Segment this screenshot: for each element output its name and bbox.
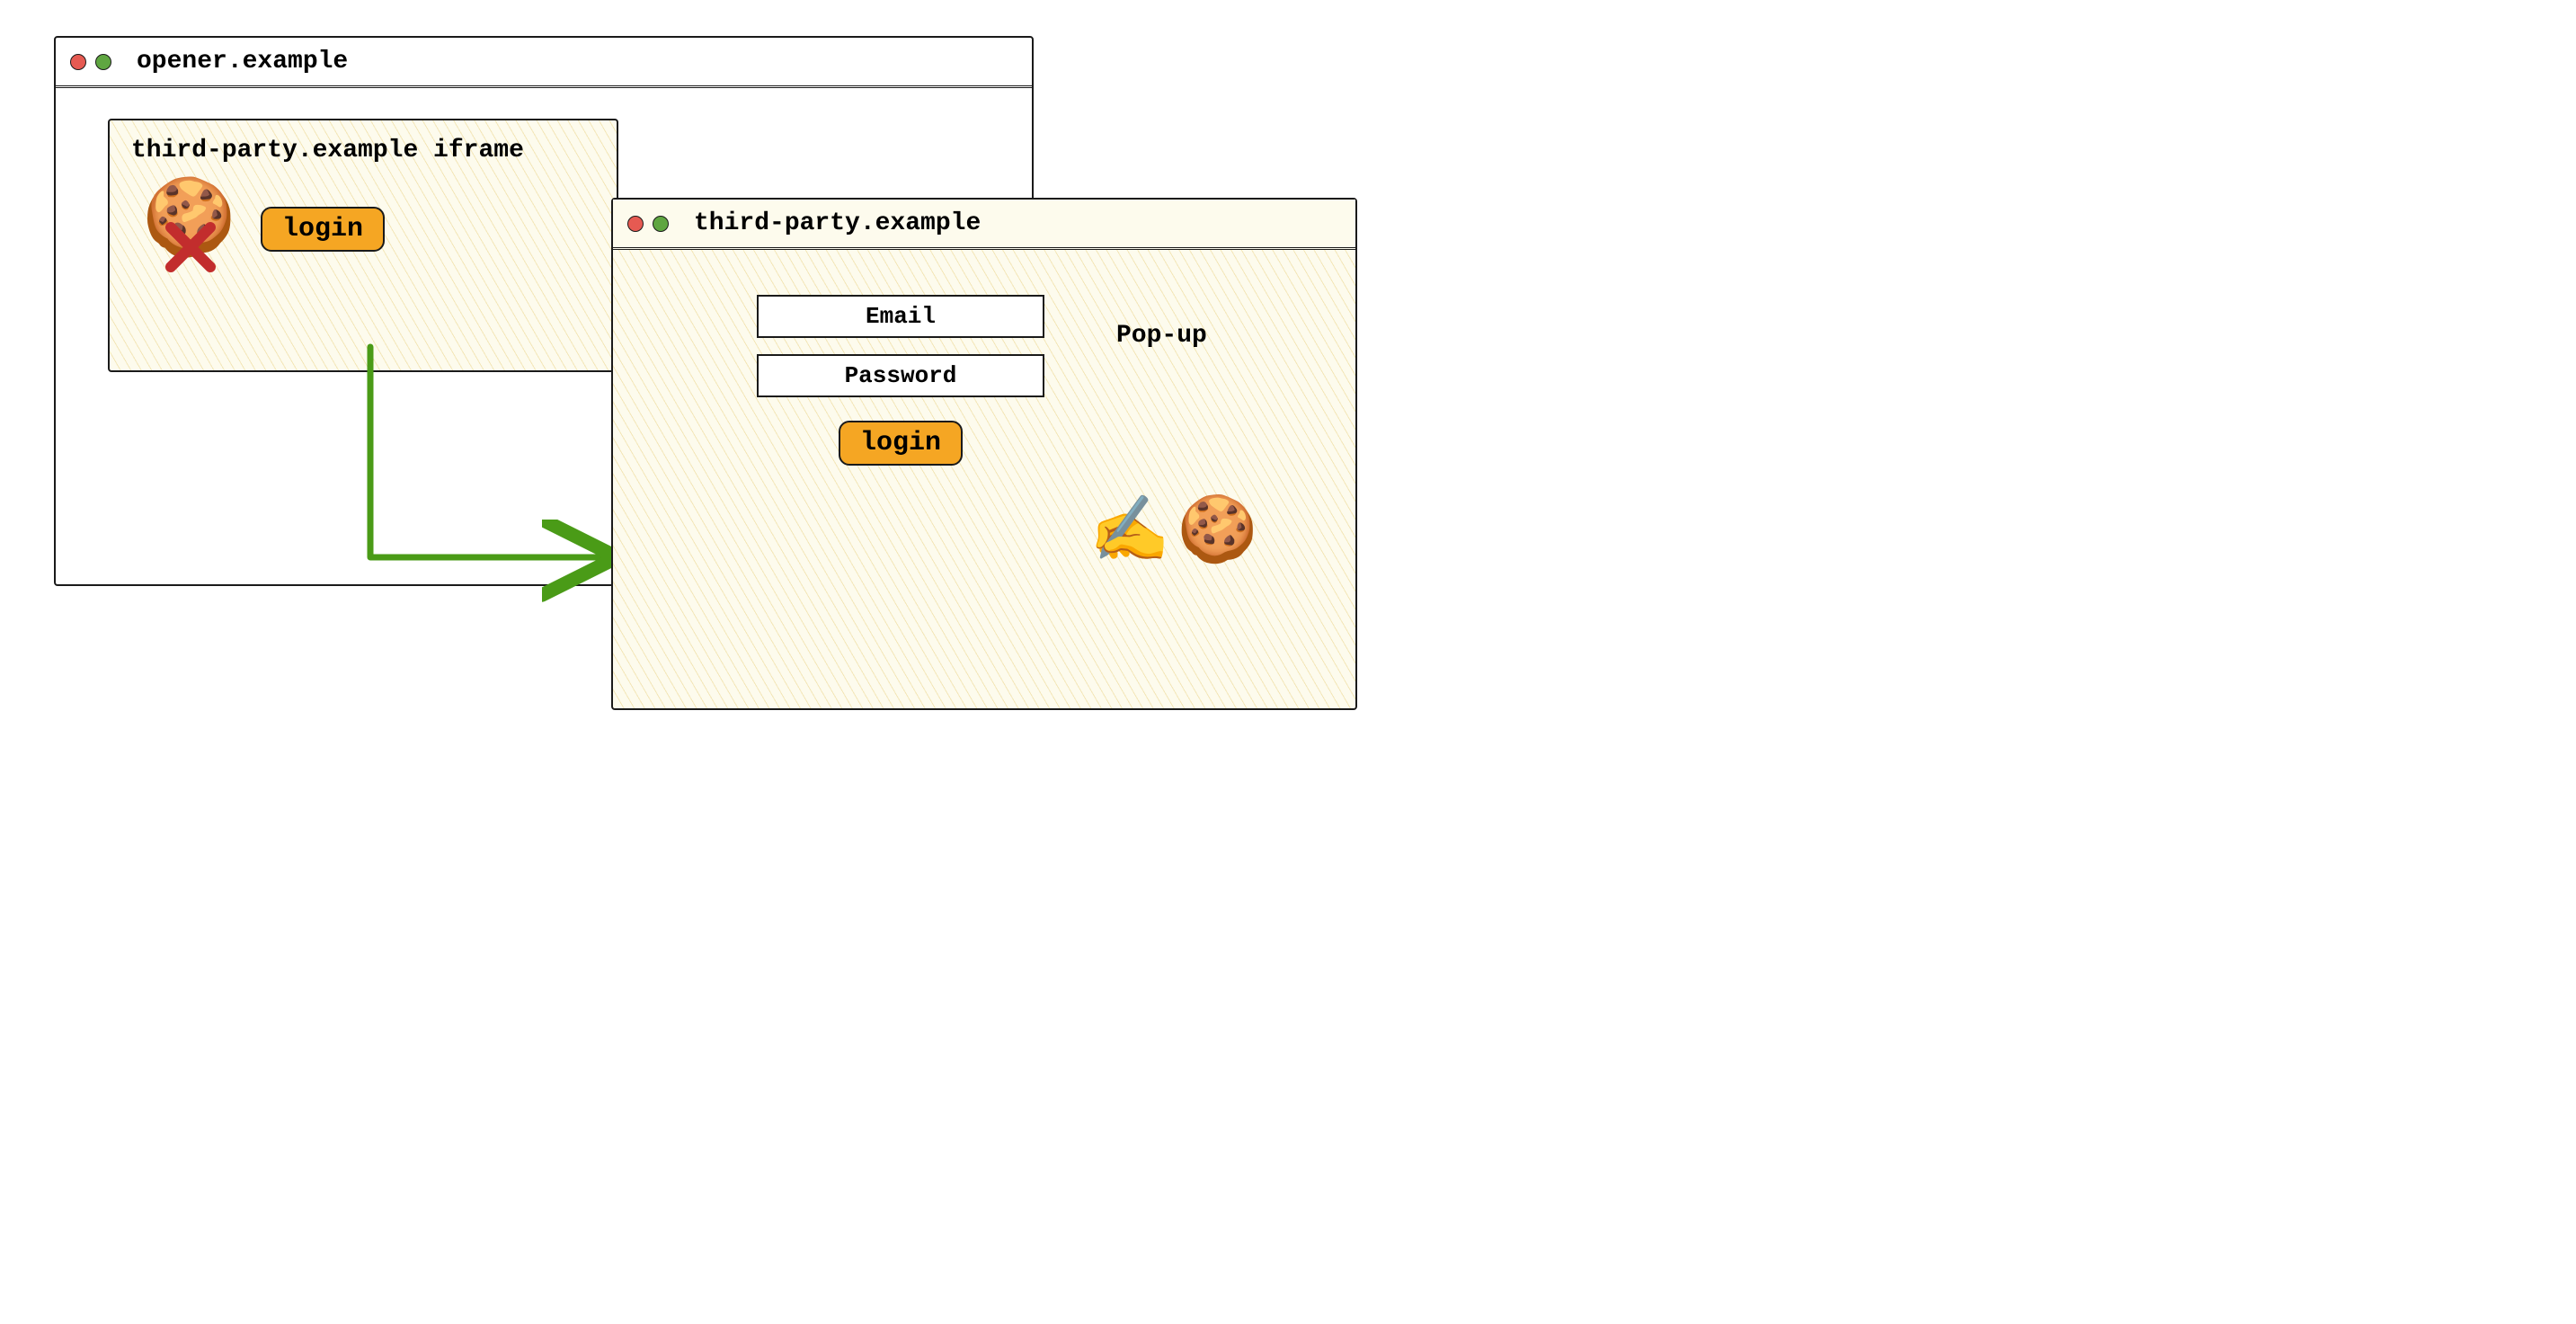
popup-window: third-party.example Pop-up Email Passwor… [611, 198, 1357, 710]
password-placeholder: Password [845, 362, 957, 389]
cookie-icon: 🍪 [1177, 502, 1258, 566]
cookie-icon: 🍪 [142, 181, 236, 266]
opener-title: opener.example [137, 48, 348, 76]
iframe-login-button[interactable]: login [261, 207, 385, 252]
third-party-iframe: third-party.example iframe 🍪 login [108, 119, 618, 372]
close-dot-icon[interactable] [627, 216, 644, 232]
cookie-blocked: 🍪 [142, 186, 228, 272]
email-field[interactable]: Email [757, 295, 1044, 338]
iframe-row: 🍪 login [142, 186, 595, 272]
popup-titlebar: third-party.example [613, 200, 1355, 250]
popup-title: third-party.example [694, 209, 981, 237]
window-dots [627, 216, 669, 232]
minimize-dot-icon[interactable] [95, 54, 111, 70]
popup-login-button[interactable]: login [839, 421, 963, 466]
window-dots [70, 54, 111, 70]
writing-hand-icon: ✍️ [1089, 502, 1170, 566]
close-dot-icon[interactable] [70, 54, 86, 70]
password-field[interactable]: Password [757, 354, 1044, 397]
login-form: Email Password login [694, 250, 1107, 466]
diagram-canvas: opener.example third-party.example ifram… [36, 36, 1366, 737]
email-placeholder: Email [866, 303, 936, 330]
opener-titlebar: opener.example [56, 38, 1032, 88]
popup-label: Pop-up [1116, 322, 1207, 350]
minimize-dot-icon[interactable] [653, 216, 669, 232]
popup-content-area: Pop-up Email Password login ✍️ 🍪 [613, 250, 1355, 708]
iframe-label: third-party.example iframe [131, 137, 595, 164]
write-cookie-icons: ✍️ 🍪 [1089, 502, 1257, 566]
